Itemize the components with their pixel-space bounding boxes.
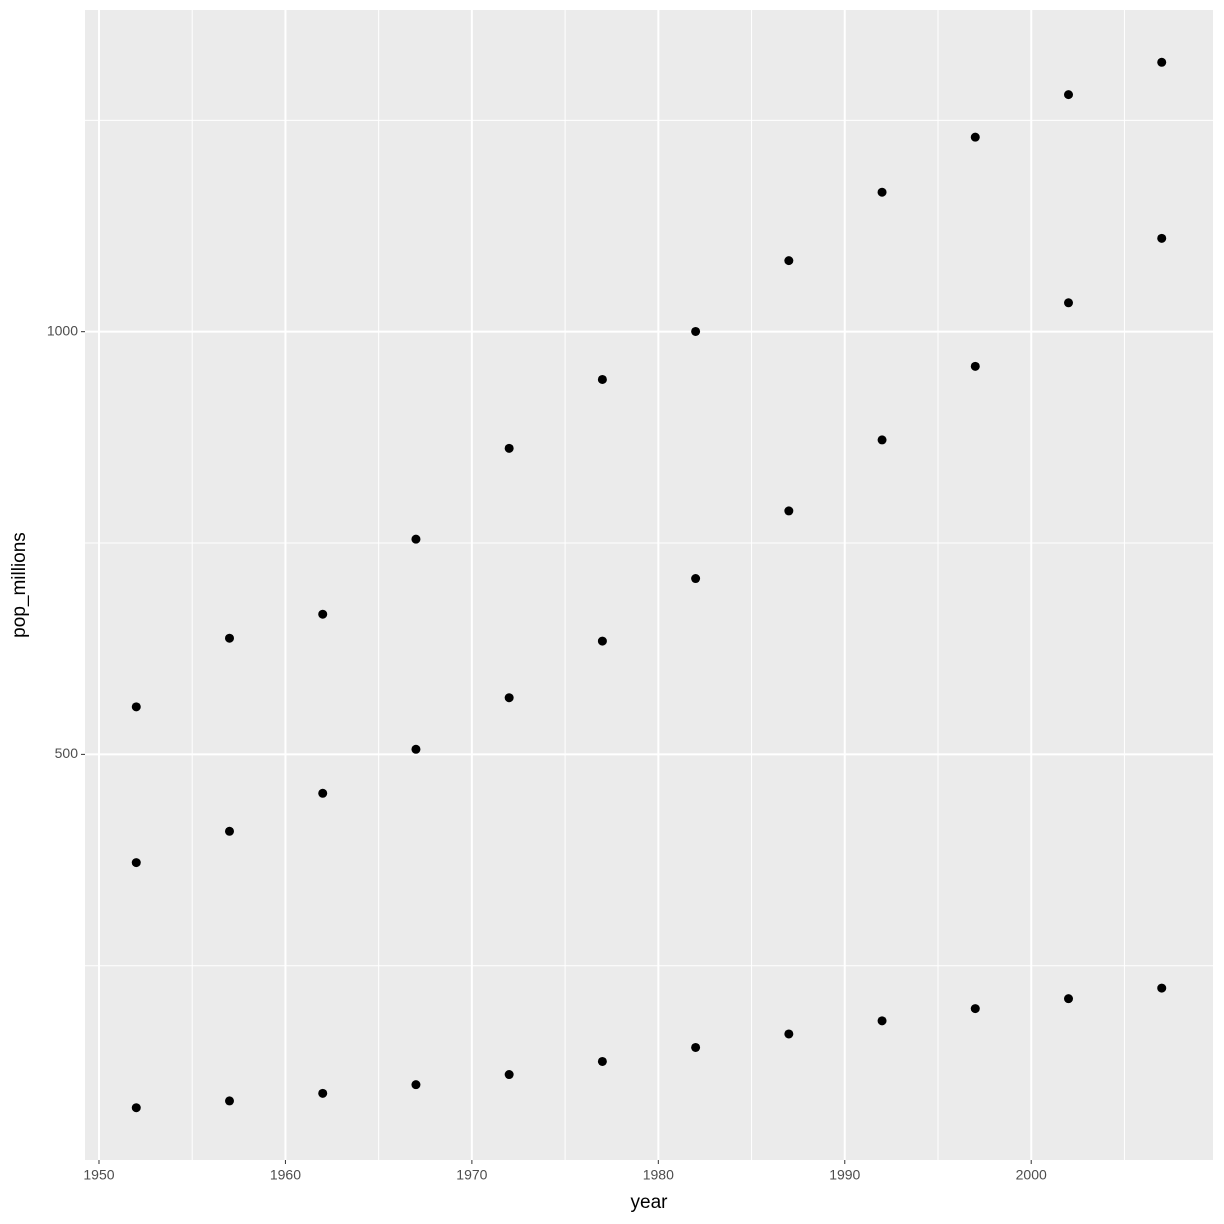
point: [318, 609, 328, 619]
point: [504, 443, 514, 453]
point: [784, 256, 794, 266]
point: [224, 633, 234, 643]
point: [1064, 90, 1074, 100]
point: [877, 1016, 887, 1026]
point: [1064, 298, 1074, 308]
point: [597, 374, 607, 384]
x-axis-title: year: [631, 1192, 669, 1213]
point: [1157, 983, 1167, 993]
point: [1064, 994, 1074, 1004]
point: [877, 187, 887, 197]
point: [411, 1080, 421, 1090]
point: [691, 326, 701, 336]
point: [411, 534, 421, 544]
point: [131, 702, 141, 712]
point: [318, 788, 328, 798]
point: [597, 1056, 607, 1066]
point: [691, 574, 701, 584]
point: [784, 1029, 794, 1039]
x-tick-label: 1970: [456, 1167, 487, 1183]
x-tick-label: 1980: [643, 1167, 674, 1183]
point: [224, 1096, 234, 1106]
point: [877, 435, 887, 445]
point: [1157, 233, 1167, 243]
point: [318, 1088, 328, 1098]
point: [224, 826, 234, 836]
point: [1157, 57, 1167, 67]
point: [504, 1070, 514, 1080]
point: [970, 1004, 980, 1014]
panel: [85, 10, 1213, 1160]
point: [970, 361, 980, 371]
point: [411, 744, 421, 754]
x-tick-label: 1990: [829, 1167, 860, 1183]
y-tick-label: 1000: [47, 322, 78, 338]
point: [970, 132, 980, 142]
x-tick-label: 1950: [83, 1167, 114, 1183]
point: [597, 636, 607, 646]
y-axis-title: pop_millions: [9, 532, 30, 638]
point: [784, 506, 794, 516]
point: [131, 858, 141, 868]
x-tick-label: 2000: [1016, 1167, 1047, 1183]
y-tick-label: 500: [55, 745, 79, 761]
point: [131, 1103, 141, 1113]
point: [504, 693, 514, 703]
x-tick-label: 1960: [270, 1167, 301, 1183]
point: [691, 1042, 701, 1052]
